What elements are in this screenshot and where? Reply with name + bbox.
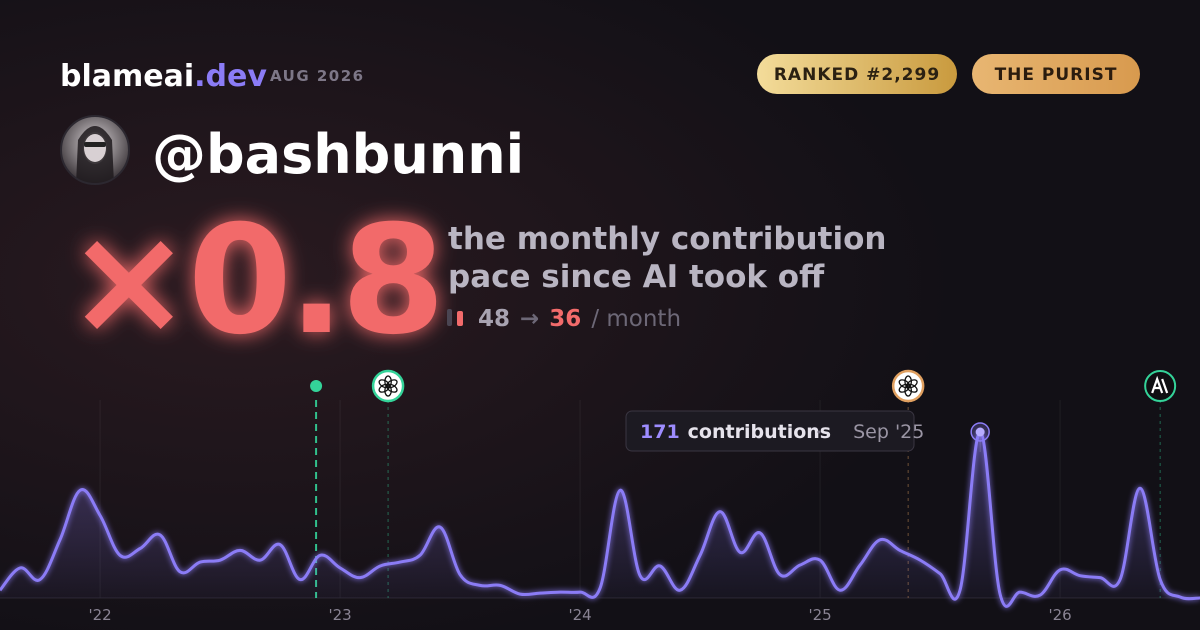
tooltip-value: 171 — [640, 421, 680, 443]
brand-name: blameai — [60, 59, 194, 94]
subtitle-line: the monthly contribution — [448, 221, 886, 257]
event-glyph — [378, 375, 398, 397]
event-glyph — [898, 375, 918, 397]
pace-arrow: → — [520, 306, 539, 332]
highlight-point — [975, 427, 985, 437]
tooltip-sep — [817, 430, 821, 434]
event-glyph-petal — [898, 379, 910, 389]
tooltip-date: Sep '25 — [853, 421, 924, 443]
brand-tld: .dev — [194, 59, 267, 94]
x-tick-label: '22 — [88, 606, 111, 624]
event-dot — [310, 380, 323, 392]
pace-after: 36 — [549, 306, 581, 332]
x-tick-label: '24 — [568, 606, 591, 624]
event-glyph-petal — [378, 379, 390, 389]
badge-rank — [757, 54, 957, 94]
multiplier: ×0.8 — [66, 194, 441, 368]
area — [0, 431, 1200, 607]
badge-rank-text: RANKED #2,299 — [774, 65, 940, 85]
avatar — [61, 116, 129, 184]
pace-before: 48 — [478, 306, 510, 332]
tooltip-label: contributions — [688, 421, 831, 443]
tooltip-text: 171 contributions Sep '25 — [640, 421, 924, 443]
brand: blameai.dev — [60, 59, 267, 94]
event-glyph — [1151, 375, 1169, 394]
x-tick-label: '25 — [808, 606, 831, 624]
chart: '22 '23 '24 '25 '26 171 contributions Sep '25 — [0, 369, 1200, 624]
tooltip — [625, 410, 915, 452]
date: AUG 2026 — [270, 67, 365, 85]
badge-title — [972, 54, 1140, 94]
badge-title-text: THE PURIST — [995, 65, 1118, 85]
event-icon — [891, 369, 925, 403]
avatar-ring — [60, 115, 130, 185]
pace-icon-after — [457, 311, 463, 326]
event-icon — [371, 369, 405, 403]
x-tick-label: '23 — [328, 606, 351, 624]
handle: @bashbunni — [152, 123, 524, 186]
pace-icon-before — [447, 309, 452, 326]
pace: 48 → 36 / month — [478, 306, 681, 332]
x-tick-label: '26 — [1048, 606, 1071, 624]
subtitle-line: pace since AI took off — [448, 259, 825, 295]
pace-unit: / month — [591, 306, 681, 332]
line — [0, 430, 1200, 608]
